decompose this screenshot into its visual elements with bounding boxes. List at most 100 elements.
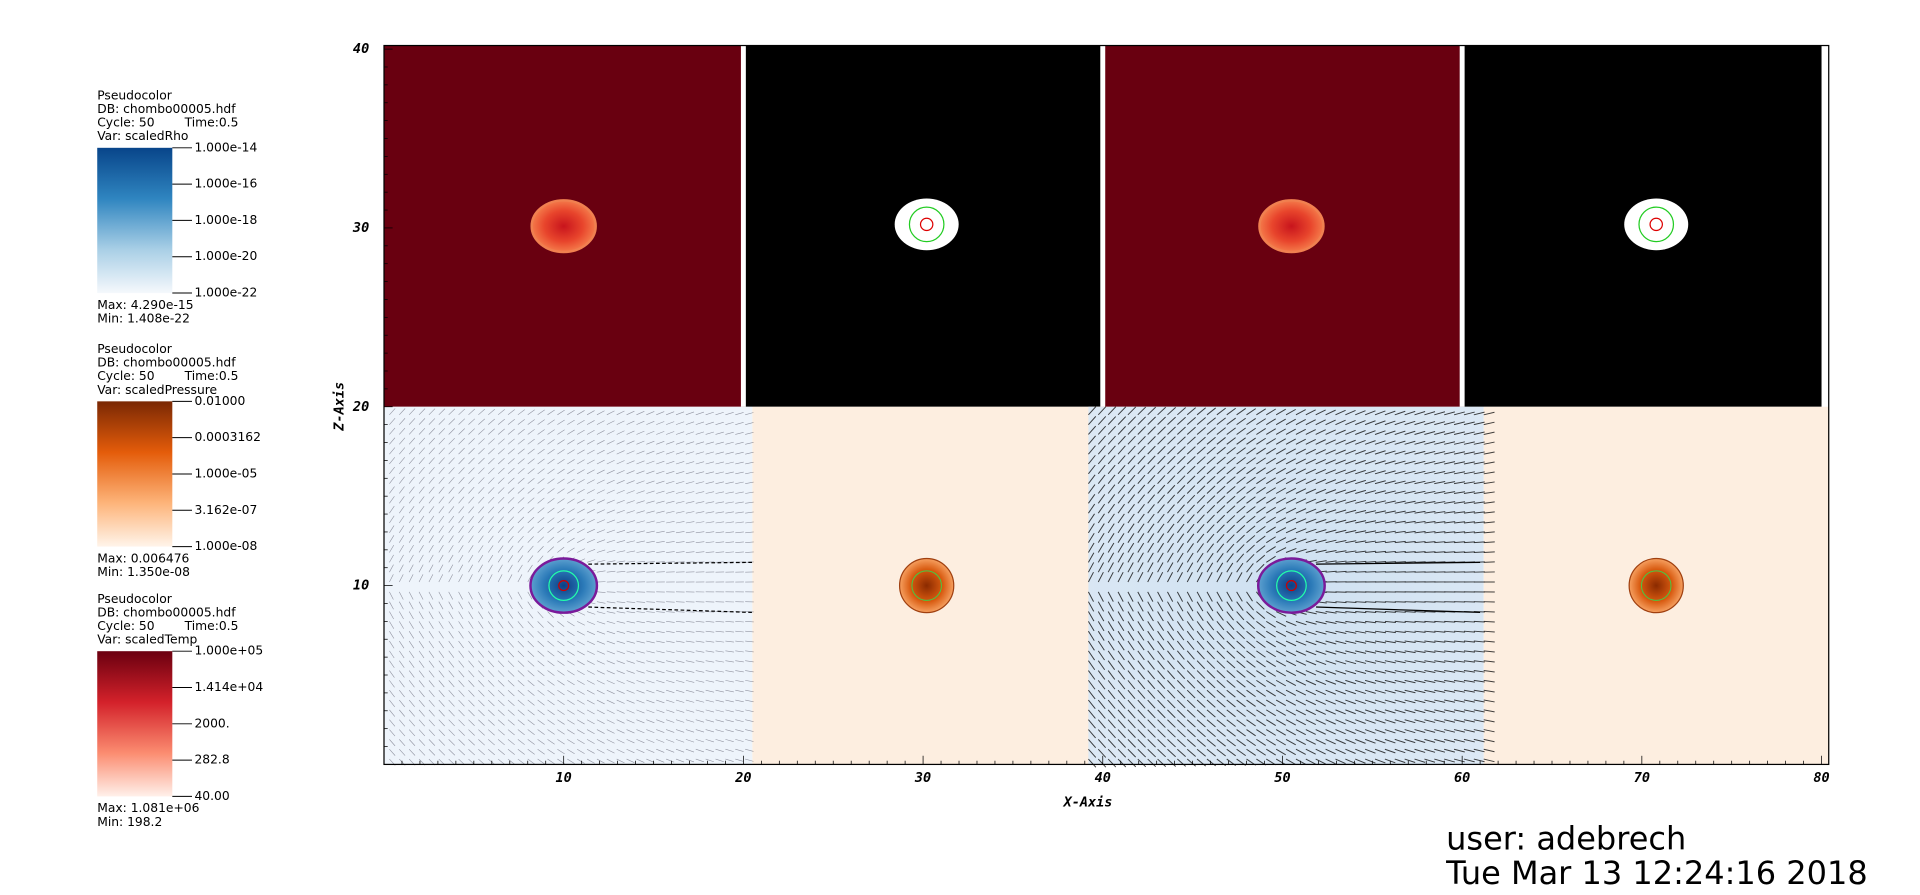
vector-glyph: [626, 729, 635, 734]
legend-time: Time:0.5: [184, 369, 239, 383]
vector-glyph: [1424, 460, 1436, 465]
vector-glyph: [1246, 437, 1256, 445]
vector-glyph: [675, 521, 685, 524]
vector-glyph: [1305, 640, 1317, 646]
vector-glyph: [1266, 526, 1276, 534]
vector-glyph: [478, 729, 485, 736]
vector-glyph: [468, 611, 474, 619]
vector-glyph: [577, 650, 585, 656]
vector-glyph: [586, 758, 595, 764]
vector-glyph: [586, 469, 595, 475]
vector-glyph: [715, 411, 724, 416]
vector-glyph: [1216, 680, 1226, 689]
vector-glyph: [1384, 650, 1396, 654]
vector-glyph: [1374, 611, 1387, 613]
vector-glyph: [656, 480, 665, 484]
vector-glyph: [1167, 542, 1174, 553]
vector-glyph: [389, 631, 395, 639]
vector-glyph: [1325, 550, 1337, 553]
vector-glyph: [1097, 758, 1107, 768]
vector-glyph: [1097, 660, 1106, 671]
vector-glyph: [1365, 560, 1377, 563]
colorbar-tick-label: 0.01000: [194, 394, 245, 408]
vector-glyph: [1097, 650, 1105, 661]
vector-glyph: [557, 419, 565, 425]
vector-glyph: [715, 441, 724, 445]
vector-glyph: [1473, 709, 1485, 713]
vector-glyph: [1157, 533, 1165, 543]
vector-glyph: [1444, 471, 1456, 475]
vector-glyph: [1088, 709, 1096, 719]
vector-glyph: [1345, 699, 1356, 705]
vector-glyph: [1295, 670, 1307, 676]
contour: [1638, 206, 1675, 243]
vector-glyph: [1127, 621, 1135, 632]
vector-glyph: [1394, 709, 1406, 714]
vector-glyph: [1167, 562, 1174, 573]
vector-glyph: [527, 680, 535, 687]
vector-glyph: [478, 699, 485, 707]
vector-glyph: [567, 527, 575, 534]
vector-glyph: [1117, 445, 1126, 455]
vector-glyph: [1404, 611, 1416, 613]
vector-glyph: [1087, 552, 1095, 563]
vector-glyph: [1414, 709, 1426, 714]
vector-glyph: [1483, 551, 1495, 554]
vector-glyph: [1483, 748, 1495, 753]
vector-glyph: [1107, 406, 1117, 416]
vector-glyph: [1147, 504, 1155, 514]
vector-glyph: [1444, 461, 1456, 465]
vector-glyph: [497, 506, 505, 514]
vector-glyph: [458, 670, 465, 678]
x-axis-title: X-Axis: [1063, 795, 1113, 811]
vector-glyph: [1295, 758, 1306, 765]
vector-glyph: [468, 447, 475, 455]
vector-glyph: [1374, 729, 1386, 734]
vector-glyph: [507, 729, 515, 736]
vector-glyph: [448, 591, 454, 600]
vector-glyph: [1335, 529, 1347, 534]
vector-glyph: [1374, 709, 1386, 714]
vector-glyph: [418, 544, 424, 553]
vector-glyph: [1087, 562, 1095, 573]
vector-glyph: [1226, 660, 1236, 669]
vector-glyph: [685, 670, 695, 673]
vector-glyph: [507, 621, 514, 629]
vector-glyph: [666, 451, 675, 455]
vector-glyph: [1285, 408, 1296, 416]
vector-glyph: [1266, 689, 1276, 697]
vector-glyph: [1305, 729, 1316, 735]
vector-glyph: [497, 467, 505, 475]
vector-glyph: [389, 680, 395, 688]
vector-glyph: [616, 480, 625, 484]
vector-glyph: [695, 739, 705, 743]
vector-glyph: [1256, 554, 1266, 563]
vector-glyph: [656, 640, 665, 644]
vector-glyph: [1157, 670, 1166, 680]
vector-glyph: [1365, 611, 1377, 614]
vector-glyph: [487, 601, 493, 610]
vector-glyph: [1434, 411, 1446, 416]
vector-glyph: [695, 501, 705, 504]
vector-glyph: [1424, 480, 1436, 485]
vector-glyph: [1335, 620, 1347, 624]
vector-glyph: [666, 650, 675, 653]
vector-glyph: [1434, 451, 1446, 455]
vector-glyph: [586, 748, 595, 754]
vector-glyph: [735, 748, 744, 752]
vector-glyph: [438, 591, 444, 600]
vector-glyph: [1117, 465, 1126, 475]
vector-glyph: [1355, 670, 1367, 674]
vector-glyph: [1088, 435, 1096, 445]
vector-glyph: [517, 739, 525, 745]
vector-glyph: [715, 491, 725, 494]
vector-glyph: [567, 630, 575, 637]
vector-glyph: [1167, 689, 1176, 699]
vector-glyph: [1226, 611, 1235, 621]
vector-glyph: [389, 564, 394, 573]
vector-glyph: [1206, 680, 1216, 689]
vector-glyph: [1483, 738, 1495, 743]
vector-glyph: [438, 486, 445, 494]
vector-glyph: [1355, 410, 1366, 416]
vector-glyph: [1176, 514, 1185, 524]
